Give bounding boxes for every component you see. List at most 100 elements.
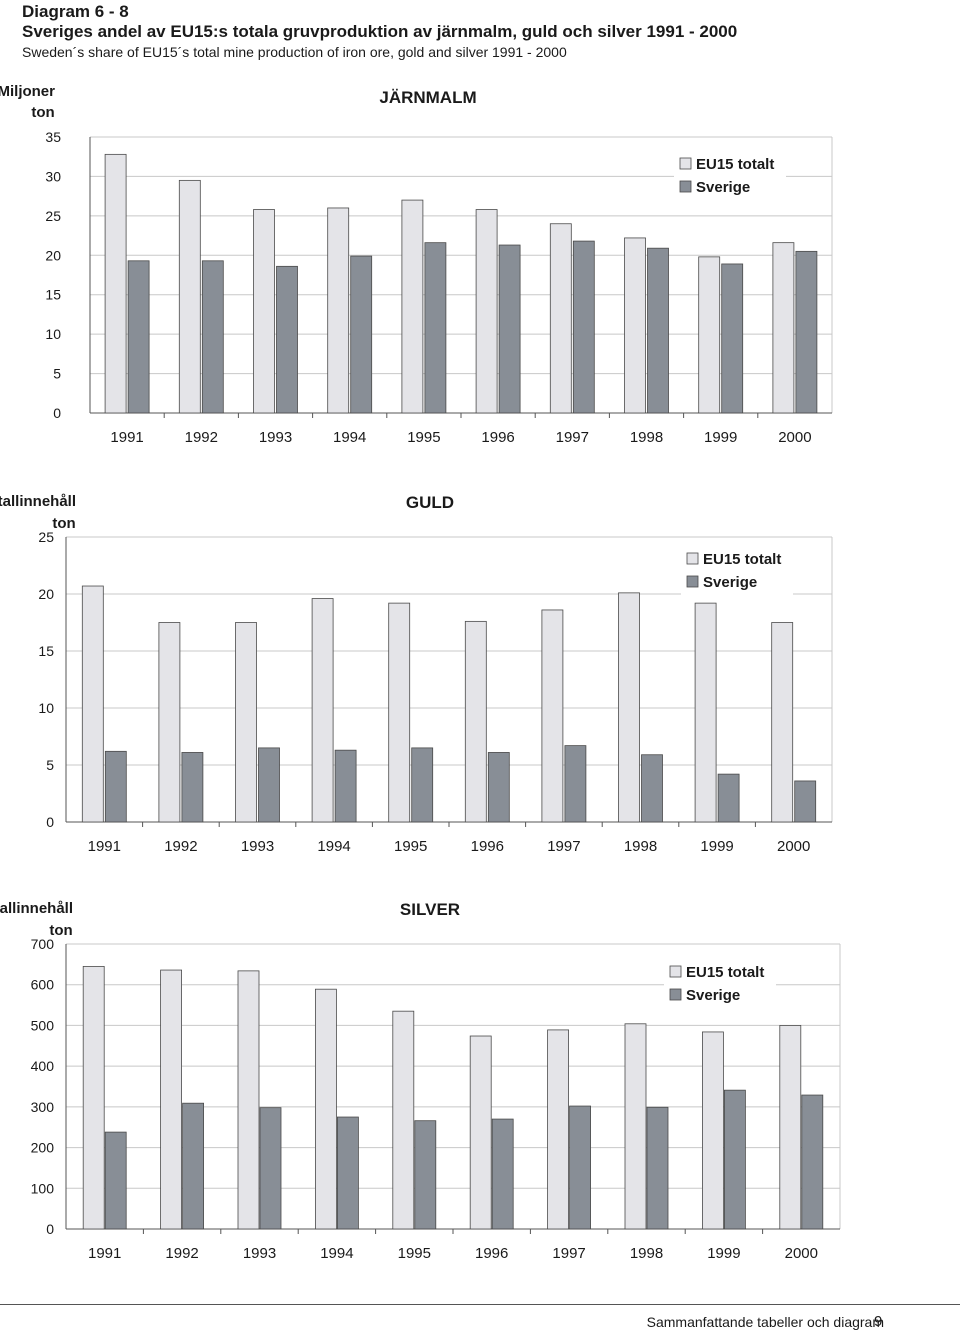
x-tick-label: 1996 [481, 429, 514, 446]
bar-eu15 [779, 1025, 802, 1230]
bar-sverige [569, 1105, 591, 1230]
bar-eu15 [694, 602, 717, 823]
bar-sverige [717, 773, 740, 823]
x-tick-label: 1994 [317, 838, 350, 855]
y-tick-label: 15 [45, 287, 61, 303]
y-axis-label-unit: ton [49, 922, 72, 939]
bar-eu15 [81, 585, 104, 823]
bar-eu15 [771, 622, 794, 823]
y-tick-label: 10 [45, 326, 61, 342]
bar-sverige [647, 247, 669, 414]
bar-sverige [201, 260, 224, 414]
footer-divider [0, 1304, 960, 1305]
y-axis-label: Miljoner [0, 83, 55, 100]
y-tick-label: 15 [38, 643, 54, 659]
x-tick-label: 1999 [707, 1245, 740, 1262]
x-tick-label: 1992 [185, 429, 218, 446]
y-axis-label: Metallinnehåll [0, 900, 73, 917]
bar-eu15 [314, 988, 337, 1230]
y-tick-label: 500 [31, 1017, 55, 1033]
bar-sverige [182, 1102, 205, 1230]
page-title: Sveriges andel av EU15:s totala gruvprod… [22, 22, 738, 41]
bar-sverige [104, 1131, 127, 1230]
bar-eu15 [158, 622, 181, 823]
legend-label-eu15: EU15 totalt [686, 964, 764, 981]
bar-eu15 [388, 602, 411, 823]
y-tick-label: 600 [31, 977, 55, 993]
x-tick-label: 1998 [624, 838, 657, 855]
x-tick-label: 1998 [630, 429, 663, 446]
legend-swatch-eu15 [686, 552, 699, 565]
legend-background [674, 152, 786, 202]
y-tick-label: 0 [46, 814, 54, 830]
bar-sverige [334, 749, 357, 823]
y-tick-label: 35 [45, 129, 61, 145]
bar-sverige [491, 1118, 514, 1230]
legend-swatch-sverige [679, 180, 692, 193]
legend-swatch-eu15 [669, 965, 682, 978]
footer-text: Sammanfattande tabeller och diagram [646, 1314, 884, 1330]
x-tick-label: 1999 [700, 838, 733, 855]
bar-sverige [801, 1094, 824, 1230]
bar-eu15 [235, 622, 257, 823]
legend-swatch-sverige [669, 988, 682, 1001]
bar-sverige [795, 250, 818, 414]
legend-label-eu15: EU15 totalt [703, 551, 781, 568]
iron-ore-chart: 0 5 10 15 20 25 30 35 Miljoner ton JÄRNMALM 1991 199… [0, 83, 833, 446]
x-tick-label: 1995 [398, 1245, 431, 1262]
y-tick-label: 700 [31, 936, 55, 952]
legend-label-eu15: EU15 totalt [696, 156, 774, 173]
bar-eu15 [772, 242, 795, 414]
bar-sverige [411, 747, 434, 823]
bar-sverige [724, 1089, 746, 1230]
bar-eu15 [547, 1029, 569, 1230]
bar-eu15 [464, 620, 487, 823]
bar-eu15 [624, 1023, 647, 1230]
bar-eu15 [549, 223, 572, 414]
x-tick-label: 1993 [259, 429, 292, 446]
y-tick-label: 100 [31, 1180, 55, 1196]
bar-eu15 [698, 256, 721, 414]
y-tick-label: 10 [38, 700, 54, 716]
bar-eu15 [702, 1031, 724, 1230]
legend-background [681, 547, 793, 597]
chart-title: SILVER [400, 900, 460, 919]
x-tick-label: 1996 [471, 838, 504, 855]
bar-eu15 [311, 598, 334, 823]
bar-sverige [641, 754, 663, 823]
bar-sverige [572, 240, 595, 414]
diagram-number: Diagram 6 - 8 [22, 2, 129, 21]
y-tick-label: 20 [45, 247, 61, 263]
y-tick-label: 0 [53, 405, 61, 421]
chart-title: JÄRNMALM [379, 88, 476, 107]
legend-label-sverige: Sverige [696, 179, 750, 196]
y-tick-label: 5 [53, 366, 61, 382]
bar-sverige [564, 745, 587, 823]
x-tick-label: 1996 [475, 1245, 508, 1262]
y-tick-label: 400 [31, 1058, 55, 1074]
x-tick-label: 1995 [394, 838, 427, 855]
x-tick-label: 2000 [785, 1245, 818, 1262]
x-tick-label: 1993 [243, 1245, 276, 1262]
y-axis-label-unit: ton [52, 515, 75, 532]
legend-swatch-sverige [686, 575, 699, 588]
bar-sverige [127, 260, 150, 414]
bar-eu15 [327, 207, 350, 414]
bar-eu15 [392, 1010, 415, 1230]
x-tick-label: 2000 [777, 838, 810, 855]
bar-eu15 [237, 970, 260, 1230]
bar-sverige [646, 1106, 669, 1230]
x-tick-label: 1992 [164, 838, 197, 855]
y-tick-label: 25 [38, 529, 54, 545]
bar-eu15 [624, 237, 646, 414]
x-tick-label: 1997 [547, 838, 580, 855]
bar-sverige [104, 750, 127, 823]
x-tick-label: 1991 [110, 429, 143, 446]
x-tick-label: 1994 [333, 429, 366, 446]
bar-sverige [181, 752, 204, 823]
y-tick-label: 20 [38, 586, 54, 602]
bar-eu15 [253, 209, 275, 414]
x-tick-label: 1995 [407, 429, 440, 446]
page-subtitle: Sweden´s share of EU15´s total mine prod… [22, 44, 567, 60]
y-axis-label: Metallinnehåll [0, 493, 76, 510]
